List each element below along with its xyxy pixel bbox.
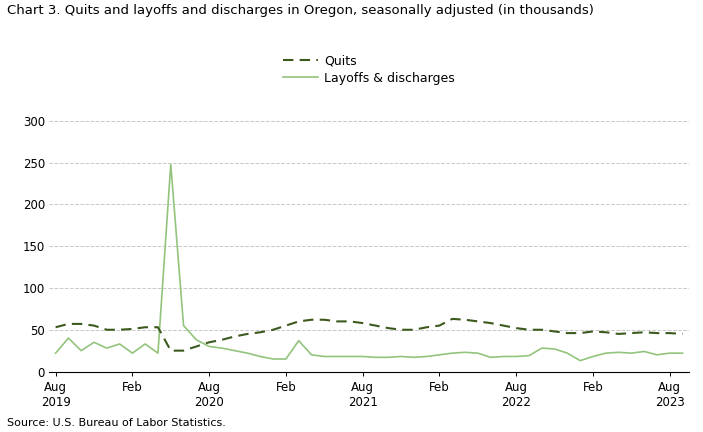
Text: Source: U.S. Bureau of Labor Statistics.: Source: U.S. Bureau of Labor Statistics. (7, 418, 226, 428)
Text: Chart 3. Quits and layoffs and discharges in Oregon, seasonally adjusted (in tho: Chart 3. Quits and layoffs and discharge… (7, 4, 594, 17)
Legend: Quits, Layoffs & discharges: Quits, Layoffs & discharges (283, 54, 455, 85)
